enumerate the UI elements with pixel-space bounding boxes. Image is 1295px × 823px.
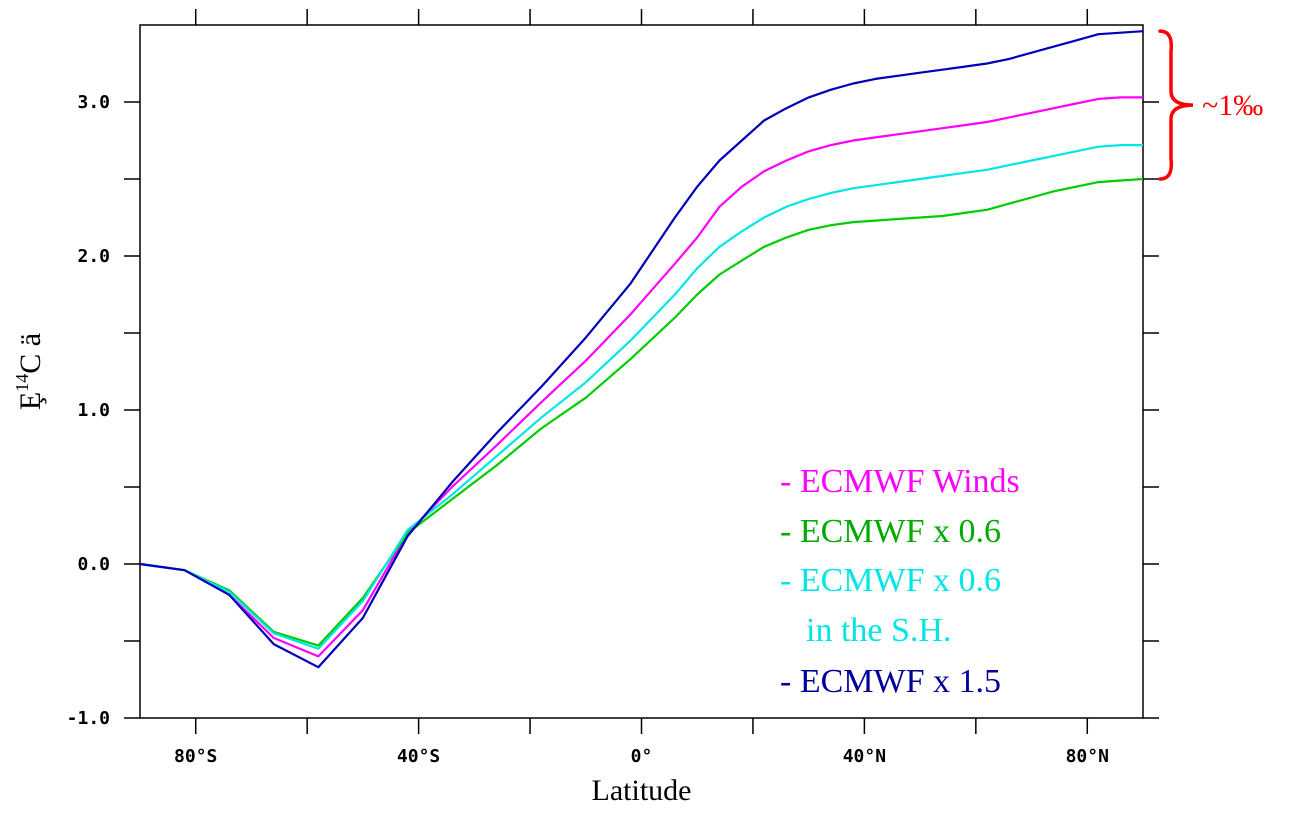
legend-entry-3: - ECMWF x 0.6 (780, 562, 1001, 599)
y-axis-title-tail: C ä (14, 333, 47, 374)
annotation-label: ~1‰ (1202, 89, 1263, 122)
y-tick-label: 3.0 (77, 92, 110, 113)
plot-frame (139, 24, 1144, 719)
plot-axes (139, 24, 1144, 719)
x-axis-title: Latitude (592, 774, 692, 807)
y-tick-label: 2.0 (77, 246, 110, 267)
x-tick-label: 80°S (174, 746, 217, 767)
legend-entry-5: - ECMWF x 1.5 (780, 663, 1001, 700)
x-tick-label: 40°S (397, 746, 440, 767)
x-tick-label: 80°N (1066, 746, 1109, 767)
series-line-3 (139, 144, 1143, 650)
legend-entry-4: in the S.H. (806, 612, 951, 649)
y-tick-label: 1.0 (77, 400, 110, 421)
annotation-brace (1158, 29, 1194, 181)
legend-entry-2: - ECMWF x 0.6 (780, 513, 1001, 550)
axis-labels: 80°S 40°S 0° 40°N 80°N -1.0 0.0 1.0 2.0 3.0 Latitu… (12, 92, 1109, 807)
series-line-1 (139, 96, 1143, 658)
range-annotation: ~1‰ (1158, 29, 1263, 181)
x-tick-label: 40°N (843, 746, 886, 767)
legend-entry-1: - ECMWF Winds (780, 463, 1020, 500)
y-axis-title-sup: 14 (12, 374, 32, 392)
y-axis-title-main: Ȩ (14, 392, 47, 410)
legend: - ECMWF Winds - ECMWF x 0.6 - ECMWF x 0.6 i… (780, 463, 1020, 700)
series-line-4 (139, 30, 1144, 669)
y-tick-label: 0.0 (77, 554, 110, 575)
y-tick-label: -1.0 (67, 708, 110, 729)
series-lines (139, 30, 1144, 669)
axis-ticks (124, 9, 1159, 734)
x-tick-label: 0° (631, 746, 653, 767)
y-axis-title: Ȩ14C ä (12, 333, 47, 410)
